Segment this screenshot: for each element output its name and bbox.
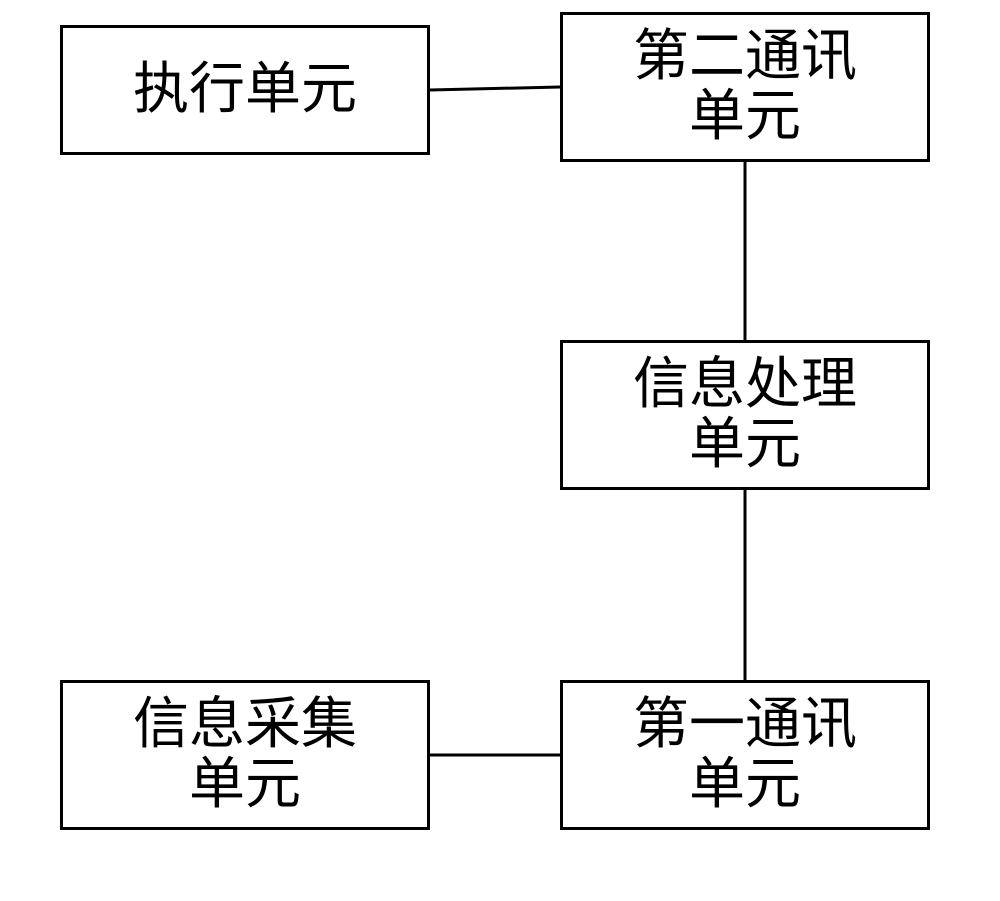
node-comm1: 第一通讯 单元 [560, 680, 930, 830]
diagram-canvas: 执行单元 第二通讯 单元 信息处理 单元 信息采集 单元 第一通讯 单元 [0, 0, 1000, 901]
node-collect-label: 信息采集 单元 [133, 695, 357, 815]
node-proc-label: 信息处理 单元 [633, 355, 857, 475]
node-collect: 信息采集 单元 [60, 680, 430, 830]
node-comm2: 第二通讯 单元 [560, 12, 930, 162]
node-proc: 信息处理 单元 [560, 340, 930, 490]
node-comm1-label: 第一通讯 单元 [633, 695, 857, 815]
node-comm2-label: 第二通讯 单元 [633, 27, 857, 147]
node-exec-label: 执行单元 [133, 60, 357, 120]
node-exec: 执行单元 [60, 25, 430, 155]
edge-exec-comm2 [430, 87, 560, 90]
